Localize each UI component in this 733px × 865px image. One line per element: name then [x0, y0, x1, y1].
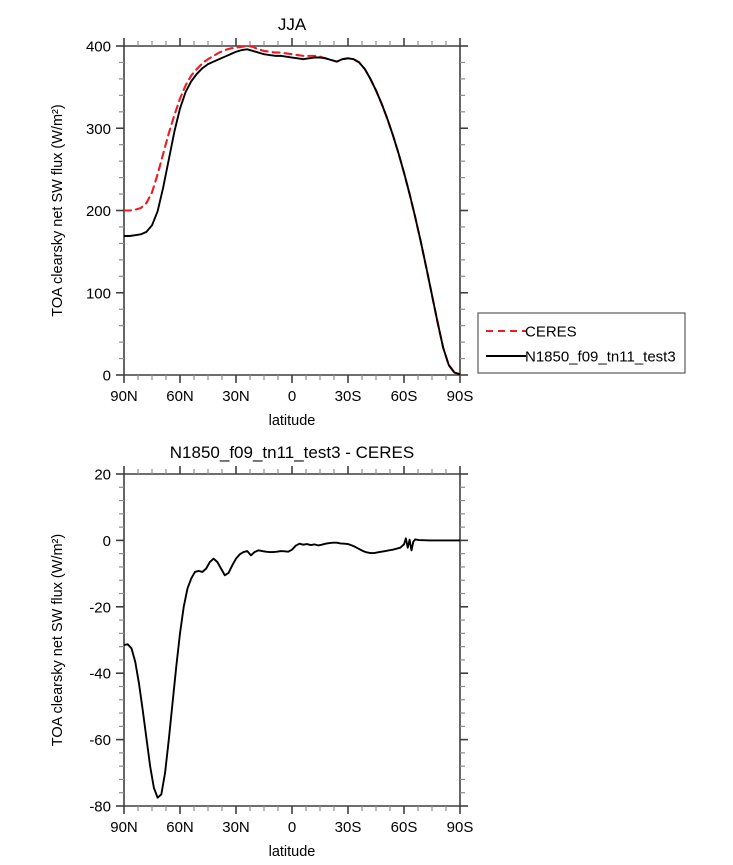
lower-panel-ytick-label: 0: [103, 533, 111, 550]
lower-panel-title: N1850_f09_tn11_test3 - CERES: [170, 443, 414, 462]
lower-panel-xtick-label: 60N: [166, 819, 194, 836]
lower-panel-xtick-label: 60S: [391, 819, 418, 836]
upper-panel-xtick-label: 90N: [110, 388, 138, 405]
lower-panel-ytick-label: -40: [89, 666, 111, 683]
lower-panel-xtick-label: 30N: [222, 819, 250, 836]
lower-panel-ytick-label: -80: [89, 799, 111, 816]
upper-panel-xtick-label: 60N: [166, 388, 194, 405]
lower-panel-ytick-label: -20: [89, 599, 111, 616]
upper-panel-xtick-label: 60S: [391, 388, 418, 405]
lower-panel-xtick-label: 30S: [335, 819, 362, 836]
lower-panel-ytick-label: 20: [94, 467, 111, 484]
lower-panel-series-n1850-f09-tn11-test3-ceres: [124, 537, 460, 799]
upper-panel-xtick-label: 30N: [222, 388, 250, 405]
upper-panel-xtick-label: 30S: [335, 388, 362, 405]
upper-panel-xlabel: latitude: [269, 413, 316, 429]
upper-panel-xtick-label: 0: [288, 388, 296, 405]
upper-panel-ytick-label: 0: [103, 368, 111, 385]
lower-panel-ylabel: TOA clearsky net SW flux (W/m²): [50, 534, 66, 746]
upper-panel: JJA 0 100 200 300 400 90N 60N 30N 0 30S 60S 90S latit…: [50, 15, 473, 429]
upper-panel-ytick-label: 200: [86, 203, 111, 220]
lower-panel: N1850_f09_tn11_test3 - CERES 20 0 -20 -40 -60…: [50, 443, 473, 860]
upper-panel-ytick-label: 400: [86, 39, 111, 56]
upper-panel-ytick-label: 100: [86, 285, 111, 302]
lower-panel-xtick-label: 90N: [110, 819, 138, 836]
lower-panel-xtick-label: 0: [288, 819, 296, 836]
upper-panel-ylabel: TOA clearsky net SW flux (W/m²): [50, 104, 66, 316]
legend-box: [477, 312, 686, 374]
legend-label-n1850-f09-tn11-test3: N1850_f09_tn11_test3: [525, 349, 676, 366]
upper-panel-title: JJA: [278, 15, 307, 34]
lower-panel-xlabel: latitude: [269, 844, 316, 860]
lower-panel-ytick-label: -60: [89, 732, 111, 749]
upper-panel-series-ceres: [124, 44, 460, 375]
upper-panel-ytick-label: 300: [86, 121, 111, 138]
upper-panel-series-n1850-f09-tn11-test3: [124, 48, 460, 375]
upper-panel-xtick-label: 90S: [447, 388, 474, 405]
lower-panel-xtick-label: 90S: [447, 819, 474, 836]
legend-label-ceres: CERES: [525, 324, 577, 341]
legend: CERES N1850_f09_tn11_test3: [477, 312, 686, 374]
